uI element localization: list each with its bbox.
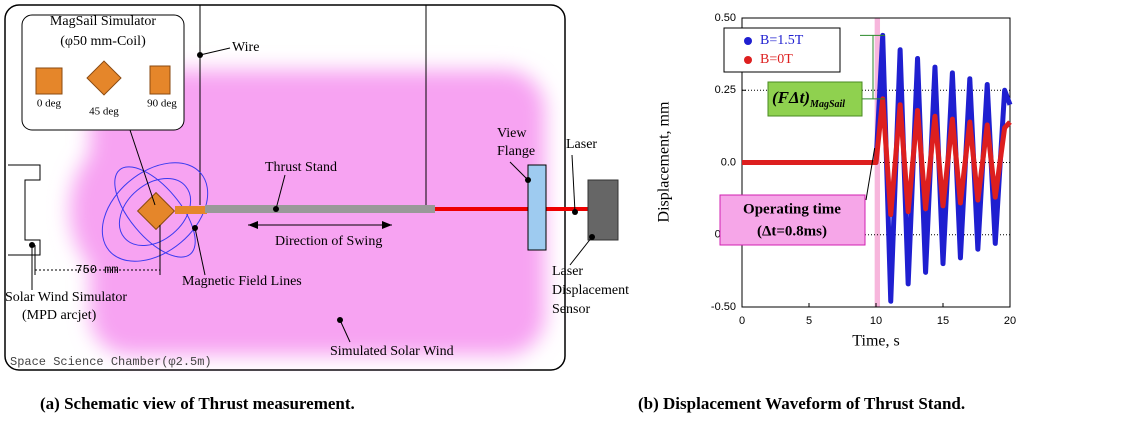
caption: (a) Schematic view of Thrust measurement…: [40, 394, 355, 413]
legend-label: B=0T: [760, 52, 793, 67]
legend-label: B=1.5T: [760, 33, 804, 48]
sensor: [588, 180, 618, 240]
y-axis-label: Displacement, mm: [656, 101, 673, 222]
operating-label: (Δt=0.8ms): [757, 223, 827, 239]
label: Flange: [497, 144, 535, 159]
legend-marker: [744, 37, 752, 45]
coil: [36, 68, 62, 94]
coil-angle: 45 deg: [89, 106, 119, 118]
label: 750 mm: [75, 263, 118, 277]
schematic: MagSail Simulator (φ50 mm-Coil) 0 deg 45…: [5, 5, 629, 370]
label: Space Science Chamber(φ2.5m): [10, 355, 212, 369]
impulse-sub: MagSail: [809, 99, 845, 110]
x-tick-label: 15: [937, 315, 949, 327]
y-tick-label: 0.50: [715, 12, 736, 24]
label: Direction of Swing: [275, 234, 382, 249]
inset-title: MagSail Simulator: [50, 14, 157, 29]
operating-label: Operating time: [743, 201, 841, 217]
x-tick-label: 5: [806, 315, 812, 327]
inset-subtitle: (φ50 mm-Coil): [60, 34, 146, 49]
x-tick-label: 20: [1004, 315, 1016, 327]
coil: [150, 66, 170, 94]
label: View: [497, 126, 527, 141]
impulse-main: (FΔt): [772, 88, 810, 107]
label: Laser: [566, 137, 597, 152]
y-tick-label: 0.25: [715, 84, 736, 96]
operating-arrow: [866, 148, 875, 200]
thrust-stand: [205, 205, 435, 213]
view-flange: [528, 165, 546, 250]
chart: Displacement, mm Time, s -0.500.250.00.2…: [656, 12, 1016, 350]
x-tick-label: 0: [739, 315, 745, 327]
label: Laser: [552, 264, 583, 279]
coil-angle: 90 deg: [147, 98, 177, 110]
label: Thrust Stand: [265, 160, 337, 175]
y-tick-label: -0.50: [711, 301, 736, 313]
label: (MPD arcjet): [22, 308, 97, 323]
legend-marker: [744, 56, 752, 64]
label: Displacement: [552, 283, 629, 298]
arcjet: [8, 165, 40, 255]
label: Simulated Solar Wind: [330, 344, 454, 359]
label: Solar Wind Simulator: [5, 290, 127, 305]
figure: MagSail Simulator (φ50 mm-Coil) 0 deg 45…: [0, 0, 1136, 423]
label: Sensor: [552, 302, 590, 317]
rod: [175, 206, 207, 214]
x-axis-label: Time, s: [852, 333, 899, 350]
coil-angle: 0 deg: [37, 98, 62, 110]
x-tick-label: 10: [870, 315, 882, 327]
label: Wire: [232, 40, 259, 55]
y-tick-label: 0.0: [721, 156, 736, 168]
caption: (b) Displacement Waveform of Thrust Stan…: [638, 394, 965, 413]
label: Magnetic Field Lines: [182, 274, 302, 289]
